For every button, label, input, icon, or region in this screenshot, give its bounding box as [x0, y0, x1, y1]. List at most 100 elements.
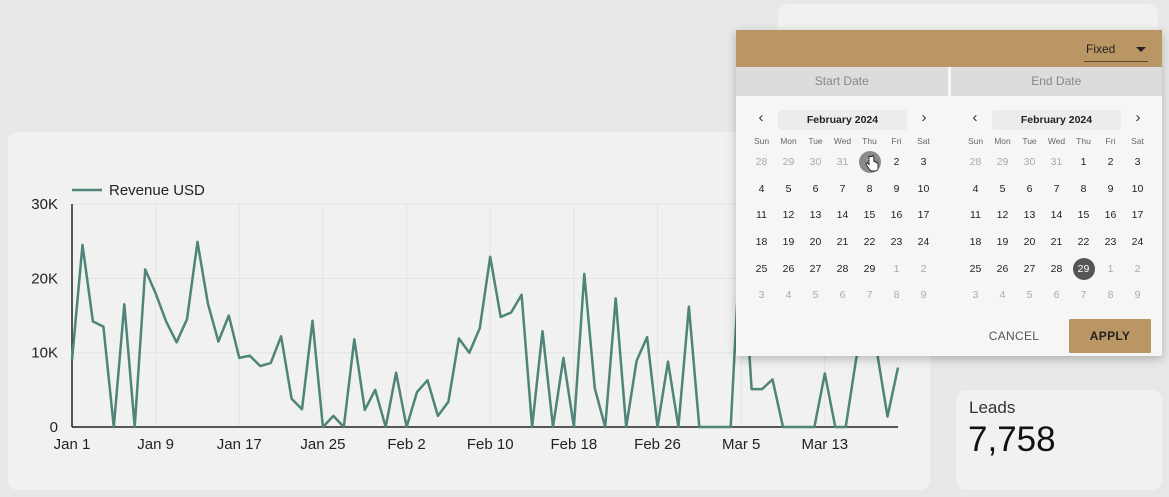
calendar-day[interactable]: 29	[989, 149, 1016, 176]
calendar-day[interactable]: 5	[989, 176, 1016, 203]
calendar-day[interactable]: 26	[775, 256, 802, 283]
start-month-label[interactable]: February 2024	[778, 110, 907, 130]
calendar-day[interactable]: 6	[1043, 282, 1070, 309]
date-mode-dropdown[interactable]: Fixed	[1084, 38, 1148, 62]
calendar-day[interactable]: 9	[883, 176, 910, 203]
chevron-left-icon[interactable]: ‹	[972, 109, 978, 126]
cancel-button[interactable]: CANCEL	[988, 329, 1040, 343]
apply-button[interactable]: APPLY	[1069, 319, 1151, 353]
calendar-day[interactable]: 1	[1097, 256, 1124, 283]
calendar-day[interactable]: 13	[802, 202, 829, 229]
calendar-day[interactable]: 2	[910, 256, 937, 283]
calendar-day[interactable]: 4	[775, 282, 802, 309]
calendar-day[interactable]: 30	[802, 149, 829, 176]
calendar-day[interactable]: 3	[910, 149, 937, 176]
calendar-day[interactable]: 25	[962, 256, 989, 283]
calendar-day[interactable]: 18	[748, 229, 775, 256]
calendar-day[interactable]: 3	[962, 282, 989, 309]
calendar-day[interactable]: 12	[989, 202, 1016, 229]
calendar-day[interactable]: 15	[856, 202, 883, 229]
calendar-day[interactable]: 9	[1097, 176, 1124, 203]
calendar-day[interactable]: 4	[989, 282, 1016, 309]
calendar-day[interactable]: 21	[829, 229, 856, 256]
calendar-day[interactable]: 15	[1070, 202, 1097, 229]
weekday-label: Sun	[753, 136, 770, 146]
calendar-day[interactable]: 28	[829, 256, 856, 283]
chevron-right-icon[interactable]: ›	[1135, 109, 1141, 126]
calendar-day[interactable]: 25	[748, 256, 775, 283]
calendar-day[interactable]: 24	[910, 229, 937, 256]
calendar-day[interactable]: 5	[802, 282, 829, 309]
calendar-day[interactable]: 13	[1016, 202, 1043, 229]
calendar-day[interactable]: 20	[1016, 229, 1043, 256]
calendar-day[interactable]: 31	[829, 149, 856, 176]
calendar-day[interactable]: 27	[1016, 256, 1043, 283]
calendar-day[interactable]: 2	[1097, 149, 1124, 176]
x-tick-label: Mar 13	[801, 436, 848, 453]
calendar-day[interactable]: 7	[856, 282, 883, 309]
calendar-day[interactable]: 27	[802, 256, 829, 283]
calendar-day[interactable]: 9	[1124, 282, 1151, 309]
calendar-day[interactable]: 17	[910, 202, 937, 229]
calendar-day[interactable]: 8	[856, 176, 883, 203]
calendar-day[interactable]: 21	[1043, 229, 1070, 256]
calendar-day[interactable]: 5	[1016, 282, 1043, 309]
chevron-right-icon[interactable]: ›	[921, 109, 927, 126]
calendar-day[interactable]: 16	[883, 202, 910, 229]
calendar-day[interactable]: 22	[1070, 229, 1097, 256]
calendar-day[interactable]: 29	[775, 149, 802, 176]
weekday-label: Thu	[1076, 136, 1091, 146]
calendar-day[interactable]: 7	[1070, 282, 1097, 309]
calendar-day[interactable]: 18	[962, 229, 989, 256]
end-month-label[interactable]: February 2024	[992, 110, 1121, 130]
calendar-day[interactable]: 8	[1070, 176, 1097, 203]
calendar-day[interactable]: 1	[1070, 149, 1097, 176]
calendar-day[interactable]: 5	[775, 176, 802, 203]
calendar-day[interactable]: 31	[1043, 149, 1070, 176]
calendar-day[interactable]: 28	[1043, 256, 1070, 283]
calendar-day[interactable]: 1	[883, 256, 910, 283]
calendar-day[interactable]: 4	[748, 176, 775, 203]
calendar-day[interactable]: 22	[856, 229, 883, 256]
calendar-day[interactable]: 20	[802, 229, 829, 256]
calendar-day[interactable]: 3	[1124, 149, 1151, 176]
tab-start-date[interactable]: Start Date	[736, 67, 948, 96]
calendar-day[interactable]: 8	[1097, 282, 1124, 309]
calendar-day[interactable]: 8	[883, 282, 910, 309]
calendar-day[interactable]: 14	[829, 202, 856, 229]
calendar-day[interactable]: 14	[1043, 202, 1070, 229]
calendar-day[interactable]: 6	[829, 282, 856, 309]
calendar-day[interactable]: 2	[1124, 256, 1151, 283]
calendar-day[interactable]: 7	[1043, 176, 1070, 203]
calendar-day[interactable]: 9	[910, 282, 937, 309]
calendar-day[interactable]: 23	[1097, 229, 1124, 256]
calendar-day[interactable]: 23	[883, 229, 910, 256]
calendar-day[interactable]: 2	[883, 149, 910, 176]
calendar-day[interactable]: 12	[775, 202, 802, 229]
chevron-left-icon[interactable]: ‹	[758, 109, 764, 126]
calendar-day[interactable]: 4	[962, 176, 989, 203]
calendar-day[interactable]: 1	[856, 149, 883, 176]
calendar-day[interactable]: 19	[989, 229, 1016, 256]
calendar-day[interactable]: 6	[1016, 176, 1043, 203]
end-calendar-grid: Sun Mon Tue Wed Thu Fri Sat 28 29 30 31 1 2 3 4 5 6 7 8 9 10…	[962, 134, 1151, 309]
calendar-day[interactable]: 11	[748, 202, 775, 229]
calendar-day[interactable]: 10	[910, 176, 937, 203]
calendar-day[interactable]: 6	[802, 176, 829, 203]
calendar-day[interactable]: 19	[775, 229, 802, 256]
calendar-day[interactable]: 10	[1124, 176, 1151, 203]
calendar-day[interactable]: 28	[748, 149, 775, 176]
calendar-day[interactable]: 24	[1124, 229, 1151, 256]
calendar-day[interactable]: 29	[1070, 256, 1097, 283]
calendar-day[interactable]: 3	[748, 282, 775, 309]
calendar-day[interactable]: 16	[1097, 202, 1124, 229]
calendar-day[interactable]: 30	[1016, 149, 1043, 176]
weekday-label: Sat	[917, 136, 930, 146]
calendar-day[interactable]: 7	[829, 176, 856, 203]
tab-end-date[interactable]: End Date	[950, 67, 1162, 96]
calendar-day[interactable]: 11	[962, 202, 989, 229]
calendar-day[interactable]: 26	[989, 256, 1016, 283]
calendar-day[interactable]: 29	[856, 256, 883, 283]
calendar-day[interactable]: 17	[1124, 202, 1151, 229]
calendar-day[interactable]: 28	[962, 149, 989, 176]
